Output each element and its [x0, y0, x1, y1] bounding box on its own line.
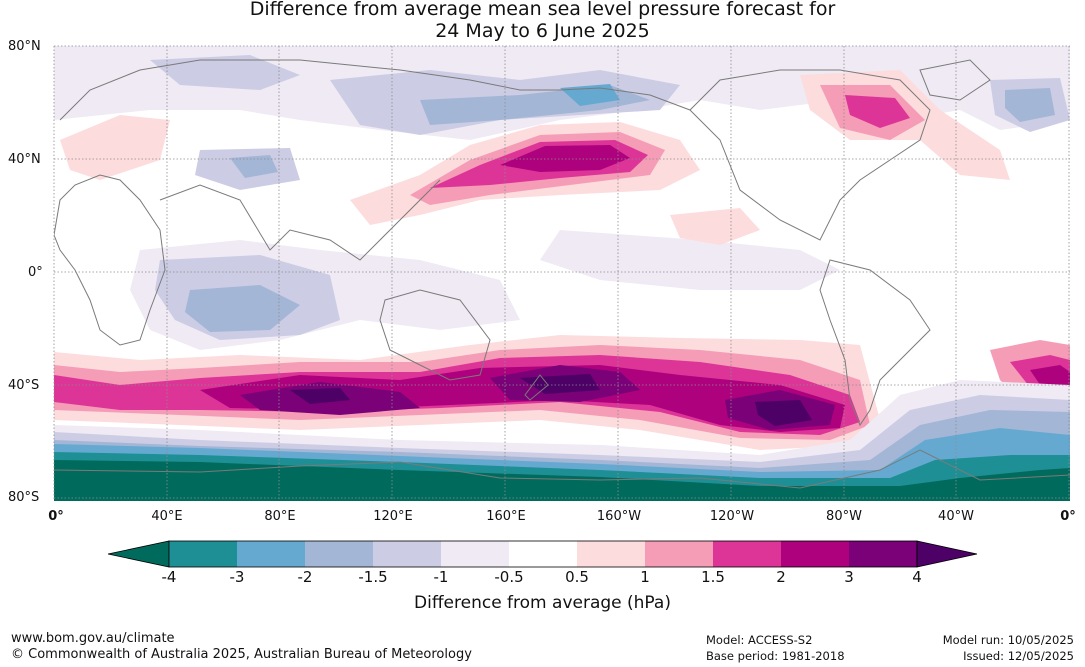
- lat-label: 40°N: [8, 152, 41, 167]
- colorbar: [107, 540, 978, 568]
- coastline-eurasia-north: [59, 59, 691, 121]
- anomaly-region: [540, 230, 840, 290]
- colorbar-extend-low: [107, 540, 170, 568]
- coastline-greenland: [919, 59, 991, 101]
- anomaly-region: [670, 208, 760, 245]
- anomaly-region: [185, 285, 300, 332]
- coastline-north-america: [689, 69, 931, 241]
- graticule: [53, 45, 1070, 501]
- model-name: Model: ACCESS-S2: [706, 633, 813, 647]
- coastline-australia: [379, 289, 491, 381]
- footer-dates: Model run: 10/05/2025 Issued: 12/05/2025: [943, 632, 1074, 664]
- colorbar-bin: [713, 541, 781, 567]
- anomaly-region: [520, 374, 600, 394]
- coastline-asia-south: [159, 179, 441, 261]
- base-period: Base period: 1981-2018: [706, 649, 845, 663]
- coastline-africa-europe-asia: [54, 174, 166, 346]
- colorbar-tick-label: -0.5: [494, 568, 524, 586]
- colorbar-bin: [373, 541, 441, 567]
- model-run-date: Model run: 10/05/2025: [942, 633, 1074, 647]
- issued-date: Issued: 12/05/2025: [963, 649, 1074, 663]
- colorbar-bin: [849, 541, 917, 567]
- anomaly-region: [54, 460, 1070, 501]
- footer-source: www.bom.gov.au/climate © Commonwealth of…: [11, 631, 472, 663]
- colorbar-tick-label: -3: [229, 568, 245, 586]
- anomaly-region: [230, 155, 278, 178]
- lat-label: 80°N: [8, 39, 41, 54]
- coastline-antarctica: [54, 449, 1070, 489]
- colorbar-tick-label: -2: [297, 568, 313, 586]
- coastline-south-america: [819, 259, 931, 427]
- colorbar-tick-label: 1.5: [701, 568, 725, 586]
- colorbar-bin: [781, 541, 849, 567]
- map-title-line-2: 24 May to 6 June 2025: [435, 20, 650, 42]
- lon-label: 160°W: [596, 509, 642, 524]
- colorbar-tick-label: -1: [433, 568, 449, 586]
- coastlines: [54, 59, 1070, 489]
- lon-label: 80°E: [264, 509, 296, 524]
- colorbar-tick-label: -4: [161, 568, 177, 586]
- lon-label: 120°E: [373, 509, 413, 524]
- copyright-text: © Commonwealth of Australia 2025, Austra…: [11, 647, 472, 662]
- lat-label: 80°S: [8, 490, 40, 505]
- anomaly-region: [500, 145, 630, 172]
- website-link[interactable]: www.bom.gov.au/climate: [11, 631, 175, 646]
- colorbar-tick-label: 4: [912, 568, 922, 586]
- footer-model-info: Model: ACCESS-S2 Base period: 1981-2018: [706, 632, 845, 664]
- colorbar-tick-label: -1.5: [358, 568, 388, 586]
- anomaly-region: [290, 388, 350, 404]
- colorbar-bin: [237, 541, 305, 567]
- colorbar-label: Difference from average (hPa): [414, 593, 671, 613]
- colorbar-frame: [168, 540, 918, 568]
- lon-label: 0°: [1060, 509, 1076, 524]
- anomaly-region: [60, 115, 170, 180]
- lon-label: 0°: [48, 509, 64, 524]
- lat-label: 0°: [28, 265, 43, 280]
- colorbar-bin: [509, 541, 577, 567]
- lon-label: 160°E: [486, 509, 526, 524]
- lon-label: 120°W: [709, 509, 755, 524]
- lon-label: 40°E: [151, 509, 183, 524]
- anomaly-region: [845, 95, 910, 128]
- colorbar-tick-label: 1: [640, 568, 650, 586]
- colorbar-extend-high: [916, 540, 978, 568]
- colorbar-bin: [645, 541, 713, 567]
- colorbar-bin: [577, 541, 645, 567]
- anomaly-region: [150, 55, 300, 90]
- colorbar-tick-label: 3: [844, 568, 854, 586]
- colorbar-bin: [441, 541, 509, 567]
- colorbar-bin: [305, 541, 373, 567]
- colorbar-tick-label: 0.5: [565, 568, 589, 586]
- lon-label: 40°W: [938, 509, 974, 524]
- colorbar-tick-label: 2: [776, 568, 786, 586]
- map-title-line-1: Difference from average mean sea level p…: [249, 0, 836, 20]
- colorbar-bin: [169, 541, 237, 567]
- anomaly-region: [1005, 88, 1055, 122]
- lat-label: 40°S: [8, 378, 40, 393]
- anomaly-region: [755, 400, 812, 426]
- lon-label: 80°W: [826, 509, 862, 524]
- coastline-new-zealand: [524, 374, 549, 401]
